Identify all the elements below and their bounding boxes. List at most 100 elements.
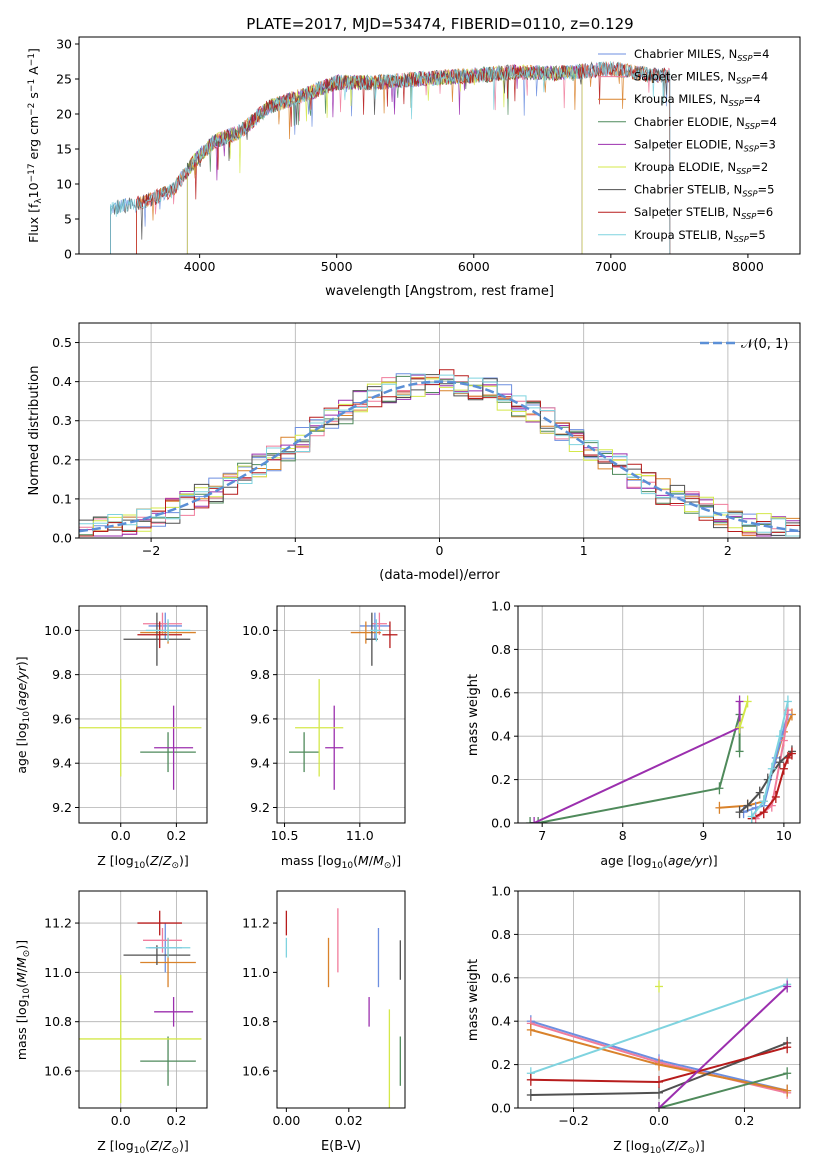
- legend-label-chabrier_elodie: Chabrier ELODIE, NSSP=4: [634, 115, 777, 131]
- legend-label-kroupa_miles-part: =4: [744, 92, 761, 106]
- x-axis-label-part: )]: [695, 1138, 705, 1153]
- x-axis-label-part: Z: [678, 1138, 688, 1153]
- y-axis-label-part: −1: [27, 79, 37, 92]
- x-axis-label-part: /: [675, 1138, 680, 1153]
- plot-area-mass_vs_Z: [79, 910, 202, 1104]
- x-tick-label: 0.0: [111, 828, 131, 843]
- legend-label-salpeter_stelib: Salpeter STELIB, NSSP=6: [634, 205, 773, 221]
- x-axis-label: Z [log10(Z/Z⊙)]: [613, 1138, 705, 1156]
- y-tick-label: 25: [56, 72, 72, 87]
- y-tick-label: 0.3: [52, 413, 72, 428]
- legend-label-chabrier_miles-part: Chabrier MILES, N: [634, 47, 737, 61]
- legend-label-chabrier_elodie-part: Chabrier ELODIE, N: [634, 115, 745, 129]
- y-axis-label-part: M: [14, 957, 29, 968]
- y-tick-label: 0.2: [52, 452, 72, 467]
- x-tick-label: 0.02: [335, 1113, 363, 1128]
- y-tick-label: 11.0: [242, 965, 270, 980]
- y-axis-label-part: age [log: [14, 722, 29, 773]
- y-axis-label-part: −2: [27, 103, 37, 116]
- legend-label-chabrier_stelib-part: =5: [757, 183, 774, 197]
- y-tick-label: 1.0: [491, 884, 511, 899]
- x-axis-label-part: ⊙: [687, 1146, 695, 1156]
- x-tick-label: −1: [286, 543, 304, 558]
- legend-label-salpeter_miles-part: SSP: [736, 76, 751, 86]
- y-axis-label: mass weight: [466, 674, 481, 756]
- y-axis-label-part: s: [26, 92, 41, 103]
- y-tick-label: 0.5: [52, 335, 72, 350]
- x-axis-label-part: M: [373, 853, 384, 868]
- legend-label-kroupa_elodie-part: =2: [751, 160, 768, 174]
- spectrum-line-kroupa_stelib: [110, 61, 671, 254]
- plot-area-mass_vs_ebv: [285, 908, 401, 1108]
- axes-age_vs_Z: 0.0 0.29.29.49.69.810.0Z [log10(Z/Z⊙)]age…: [14, 605, 208, 871]
- x-axis-label-part: /: [159, 1138, 164, 1153]
- legend-label-kroupa_miles: Kroupa MILES, NSSP=4: [634, 92, 761, 108]
- y-tick-label: 1.0: [491, 599, 511, 614]
- axes-frame: [78, 890, 208, 1109]
- x-axis-label-part: 10: [342, 861, 354, 871]
- legend-label-chabrier_miles-part: =4: [752, 47, 769, 61]
- x-axis-label-part: )]: [179, 1138, 189, 1153]
- legend-label-chabrier_elodie-part: =4: [760, 115, 777, 129]
- y-tick-label: 0.1: [52, 491, 72, 506]
- axes-mass_vs_Z: 0.0 0.210.610.811.011.2Z [log10(Z/Z⊙)]mas…: [14, 890, 208, 1156]
- axes-frame: [517, 605, 801, 824]
- legend-label-salpeter_stelib-part: SSP: [741, 211, 756, 221]
- legend-label-salpeter_miles-part: Salpeter MILES, N: [634, 70, 736, 84]
- legend-label-chabrier_stelib: Chabrier STELIB, NSSP=5: [634, 183, 774, 199]
- y-axis-label-part: −17: [27, 163, 37, 182]
- plot-area-massweight_vs_Z: [526, 978, 792, 1108]
- x-axis-label-part: Z: [162, 1138, 172, 1153]
- y-tick-label: 15: [56, 142, 72, 157]
- y-tick-label: 9.6: [250, 711, 270, 726]
- axes-frame: [276, 605, 406, 824]
- legend-label-kroupa_elodie-part: SSP: [736, 166, 751, 176]
- y-tick-label: 9.4: [52, 756, 72, 771]
- y-tick-label: 5: [64, 212, 72, 227]
- y-tick-label: 10: [56, 177, 72, 192]
- legend-label-kroupa_stelib-part: =5: [749, 228, 766, 242]
- axes-frame: [78, 36, 801, 255]
- x-tick-label: 0: [436, 543, 444, 558]
- legend-label-salpeter_elodie: Salpeter ELODIE, NSSP=3: [634, 137, 776, 153]
- legend-label-chabrier_elodie-part: SSP: [745, 121, 760, 131]
- y-tick-label: 9.2: [52, 800, 72, 815]
- y-tick-label: 11.2: [44, 916, 72, 931]
- x-axis-label-part: 10: [134, 1146, 146, 1156]
- legend-label-kroupa_elodie-part: Kroupa ELODIE, N: [634, 160, 736, 174]
- x-axis-label-part: Z [log: [97, 1138, 133, 1153]
- x-tick-label: 0.0: [111, 1113, 131, 1128]
- x-tick-label: 0.2: [735, 1113, 755, 1128]
- axes-mass_vs_ebv: 0.00 0.02 10.6 10.8 11.0 11.2 E(B-V): [242, 890, 406, 1154]
- legend-label-salpeter_elodie-part: Salpeter ELODIE, N: [634, 137, 744, 151]
- x-tick-label: 7000: [595, 259, 627, 274]
- x-axis-label: Z [log10(Z/Z⊙)]: [97, 853, 189, 871]
- x-axis-label-part: (: [145, 853, 150, 868]
- x-tick-label: −0.2: [558, 1113, 588, 1128]
- plot-area-spectrum: [110, 61, 671, 254]
- axes-frame: [78, 605, 208, 824]
- figure-title: PLATE=2017, MJD=53474, FIBERID=0110, z=0…: [246, 15, 633, 33]
- x-axis-label-part: (: [145, 1138, 150, 1153]
- x-tick-label: 0.2: [166, 828, 186, 843]
- x-tick-label: 7: [538, 828, 546, 843]
- axes-spectrum: 4000 5000 6000 7000 8000 0 5 10 15 20 25 30 waveleng…: [26, 36, 801, 299]
- x-axis-label-part: /: [159, 853, 164, 868]
- y-tick-label: 0.6: [491, 970, 511, 985]
- x-axis-label-part: 10: [652, 861, 664, 871]
- plots-layer: 4000 5000 6000 7000 8000051015202530waveleng…: [14, 36, 801, 1156]
- y-axis-label-part: (: [14, 706, 29, 711]
- y-axis-label: mass weight: [466, 959, 481, 1041]
- x-tick-label: 6000: [458, 259, 490, 274]
- mass-weight-line-salpeter_stelib: [751, 752, 793, 820]
- legend-label-chabrier_miles: Chabrier MILES, NSSP=4: [634, 47, 769, 63]
- x-tick-label: 10: [776, 828, 792, 843]
- x-tick-label: 8: [619, 828, 627, 843]
- y-axis-label-part: Flux [f: [26, 203, 41, 243]
- legend-label-chabrier_stelib-part: Chabrier STELIB, N: [634, 183, 742, 197]
- y-axis-label-part: 10: [22, 988, 32, 1000]
- y-axis-label: Normed distribution: [27, 366, 42, 496]
- x-axis-label-part: (: [663, 853, 668, 868]
